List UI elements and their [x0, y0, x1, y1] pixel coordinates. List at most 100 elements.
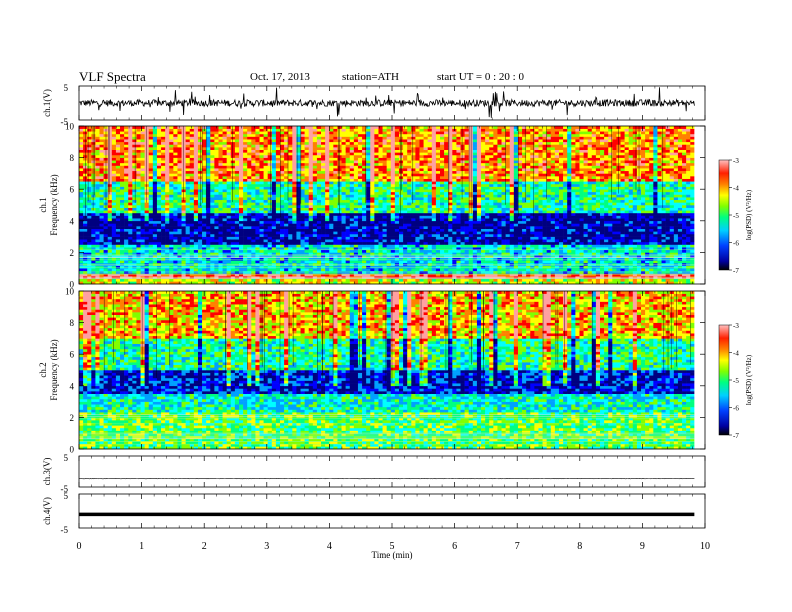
spectrogram-cell — [255, 186, 260, 190]
spectrogram-cell — [255, 236, 260, 240]
spectrogram-cell — [152, 252, 158, 256]
spectrogram-cell — [148, 247, 154, 251]
spectrogram-cell — [349, 212, 355, 216]
spectrogram-cell — [357, 207, 363, 211]
spectrogram-cell — [407, 247, 412, 251]
spectrogram-cell — [251, 218, 256, 222]
spectrogram-cell — [165, 152, 170, 156]
spectrogram-cell — [296, 152, 301, 156]
spectrogram-cell — [296, 183, 301, 187]
spectrogram-cell — [349, 133, 355, 137]
spectrogram-cell — [259, 210, 264, 214]
spectrogram-cell — [120, 205, 125, 208]
spectrogram-cell — [148, 128, 154, 132]
spectrogram-cell — [214, 270, 219, 274]
spectrogram-cell — [415, 181, 420, 185]
spectrogram-cell — [140, 181, 145, 185]
spectrogram-cell — [259, 281, 264, 285]
spectrogram-cell — [362, 212, 367, 216]
spectrogram-cell — [280, 136, 285, 140]
spectrogram-cell — [288, 233, 293, 237]
spectrogram-cell — [181, 281, 186, 285]
spectrogram-cell — [349, 147, 355, 150]
spectrogram-cell — [271, 223, 277, 227]
spectrogram-cell — [415, 231, 420, 235]
spectrogram-cell — [193, 144, 199, 148]
spectrogram-cell — [296, 197, 301, 201]
spectrogram-cell — [132, 176, 137, 179]
spectrogram-cell — [296, 162, 301, 166]
spectrogram-cell — [189, 128, 195, 132]
spectrogram-cell — [173, 178, 178, 182]
spectrogram-cell — [312, 199, 318, 203]
spectrogram-cell — [91, 178, 96, 182]
spectrogram-cell — [382, 252, 387, 256]
spectrogram-cell — [419, 252, 424, 256]
spectrogram-cell — [329, 189, 334, 193]
spectrogram-cell — [271, 152, 277, 156]
spectrogram-cell — [374, 223, 379, 227]
spectrogram-cell — [349, 218, 355, 222]
spectrogram-cell — [169, 278, 174, 282]
spectrogram-cell — [357, 278, 363, 282]
spectrogram-cell — [374, 141, 379, 145]
spectrogram-cell — [349, 186, 355, 190]
spectrogram-cell — [99, 241, 104, 245]
spectrogram-cell — [304, 255, 310, 258]
spectrogram-cell — [353, 205, 359, 208]
spectrogram-cell — [222, 194, 227, 198]
spectrogram-cell — [132, 255, 137, 258]
spectrogram-cell — [341, 202, 346, 206]
spectrogram-cell — [99, 249, 104, 253]
spectrogram-cell — [107, 191, 113, 195]
spectrogram-cell — [169, 265, 174, 269]
spectrogram-cell — [415, 249, 420, 253]
spectrogram-cell — [197, 265, 203, 269]
spectrogram-cell — [325, 281, 330, 285]
spectrogram-cell — [226, 160, 232, 164]
spectrogram-cell — [353, 281, 359, 285]
spectrogram-cell — [382, 176, 387, 179]
spectrogram-cell — [185, 218, 191, 222]
spectrogram-cell — [280, 212, 285, 216]
spectrogram-cell — [243, 197, 248, 201]
spectrogram-cell — [111, 194, 117, 198]
spectrogram-cell — [120, 212, 125, 216]
spectrogram-cell — [107, 212, 113, 216]
spectrogram-cell — [255, 170, 260, 174]
spectrogram-cell — [300, 152, 305, 156]
spectrogram-cell — [156, 170, 162, 174]
spectrogram-cell — [341, 144, 346, 148]
spectrogram-cell — [230, 218, 236, 222]
spectrogram-cell — [333, 170, 338, 174]
spectrogram-cell — [111, 210, 117, 214]
spectrogram-cell — [296, 139, 301, 143]
spectrogram-cell — [206, 233, 211, 237]
spectrogram-cell — [111, 265, 117, 269]
spectrogram-cell — [218, 241, 223, 245]
spectrogram-cell — [226, 231, 232, 235]
spectrogram-cell — [210, 162, 215, 166]
spectrogram-cell — [255, 212, 260, 216]
spectrogram-cell — [79, 168, 84, 172]
spectrogram-cell — [259, 226, 264, 229]
spectrogram-cell — [345, 197, 351, 201]
spectrogram-cell — [394, 149, 400, 153]
spectrogram-cell — [156, 165, 162, 169]
spectrogram-cell — [321, 281, 326, 285]
spectrogram-cell — [234, 191, 240, 195]
spectrogram-cell — [345, 220, 351, 224]
spectrogram-cell — [210, 281, 215, 285]
spectrogram-cell — [366, 236, 371, 240]
spectrogram-cell — [95, 160, 100, 164]
spectrogram-cell — [161, 244, 166, 248]
spectrogram-cell — [382, 165, 387, 169]
spectrogram-cell — [169, 147, 174, 150]
spectrogram-cell — [284, 133, 289, 137]
spectrogram-cell — [87, 268, 92, 272]
spectrogram-cell — [349, 199, 355, 203]
spectrogram-cell — [128, 157, 133, 161]
spectrogram-cell — [370, 278, 375, 282]
spectrogram-cell — [156, 152, 162, 156]
spectrogram-cell — [337, 257, 342, 261]
